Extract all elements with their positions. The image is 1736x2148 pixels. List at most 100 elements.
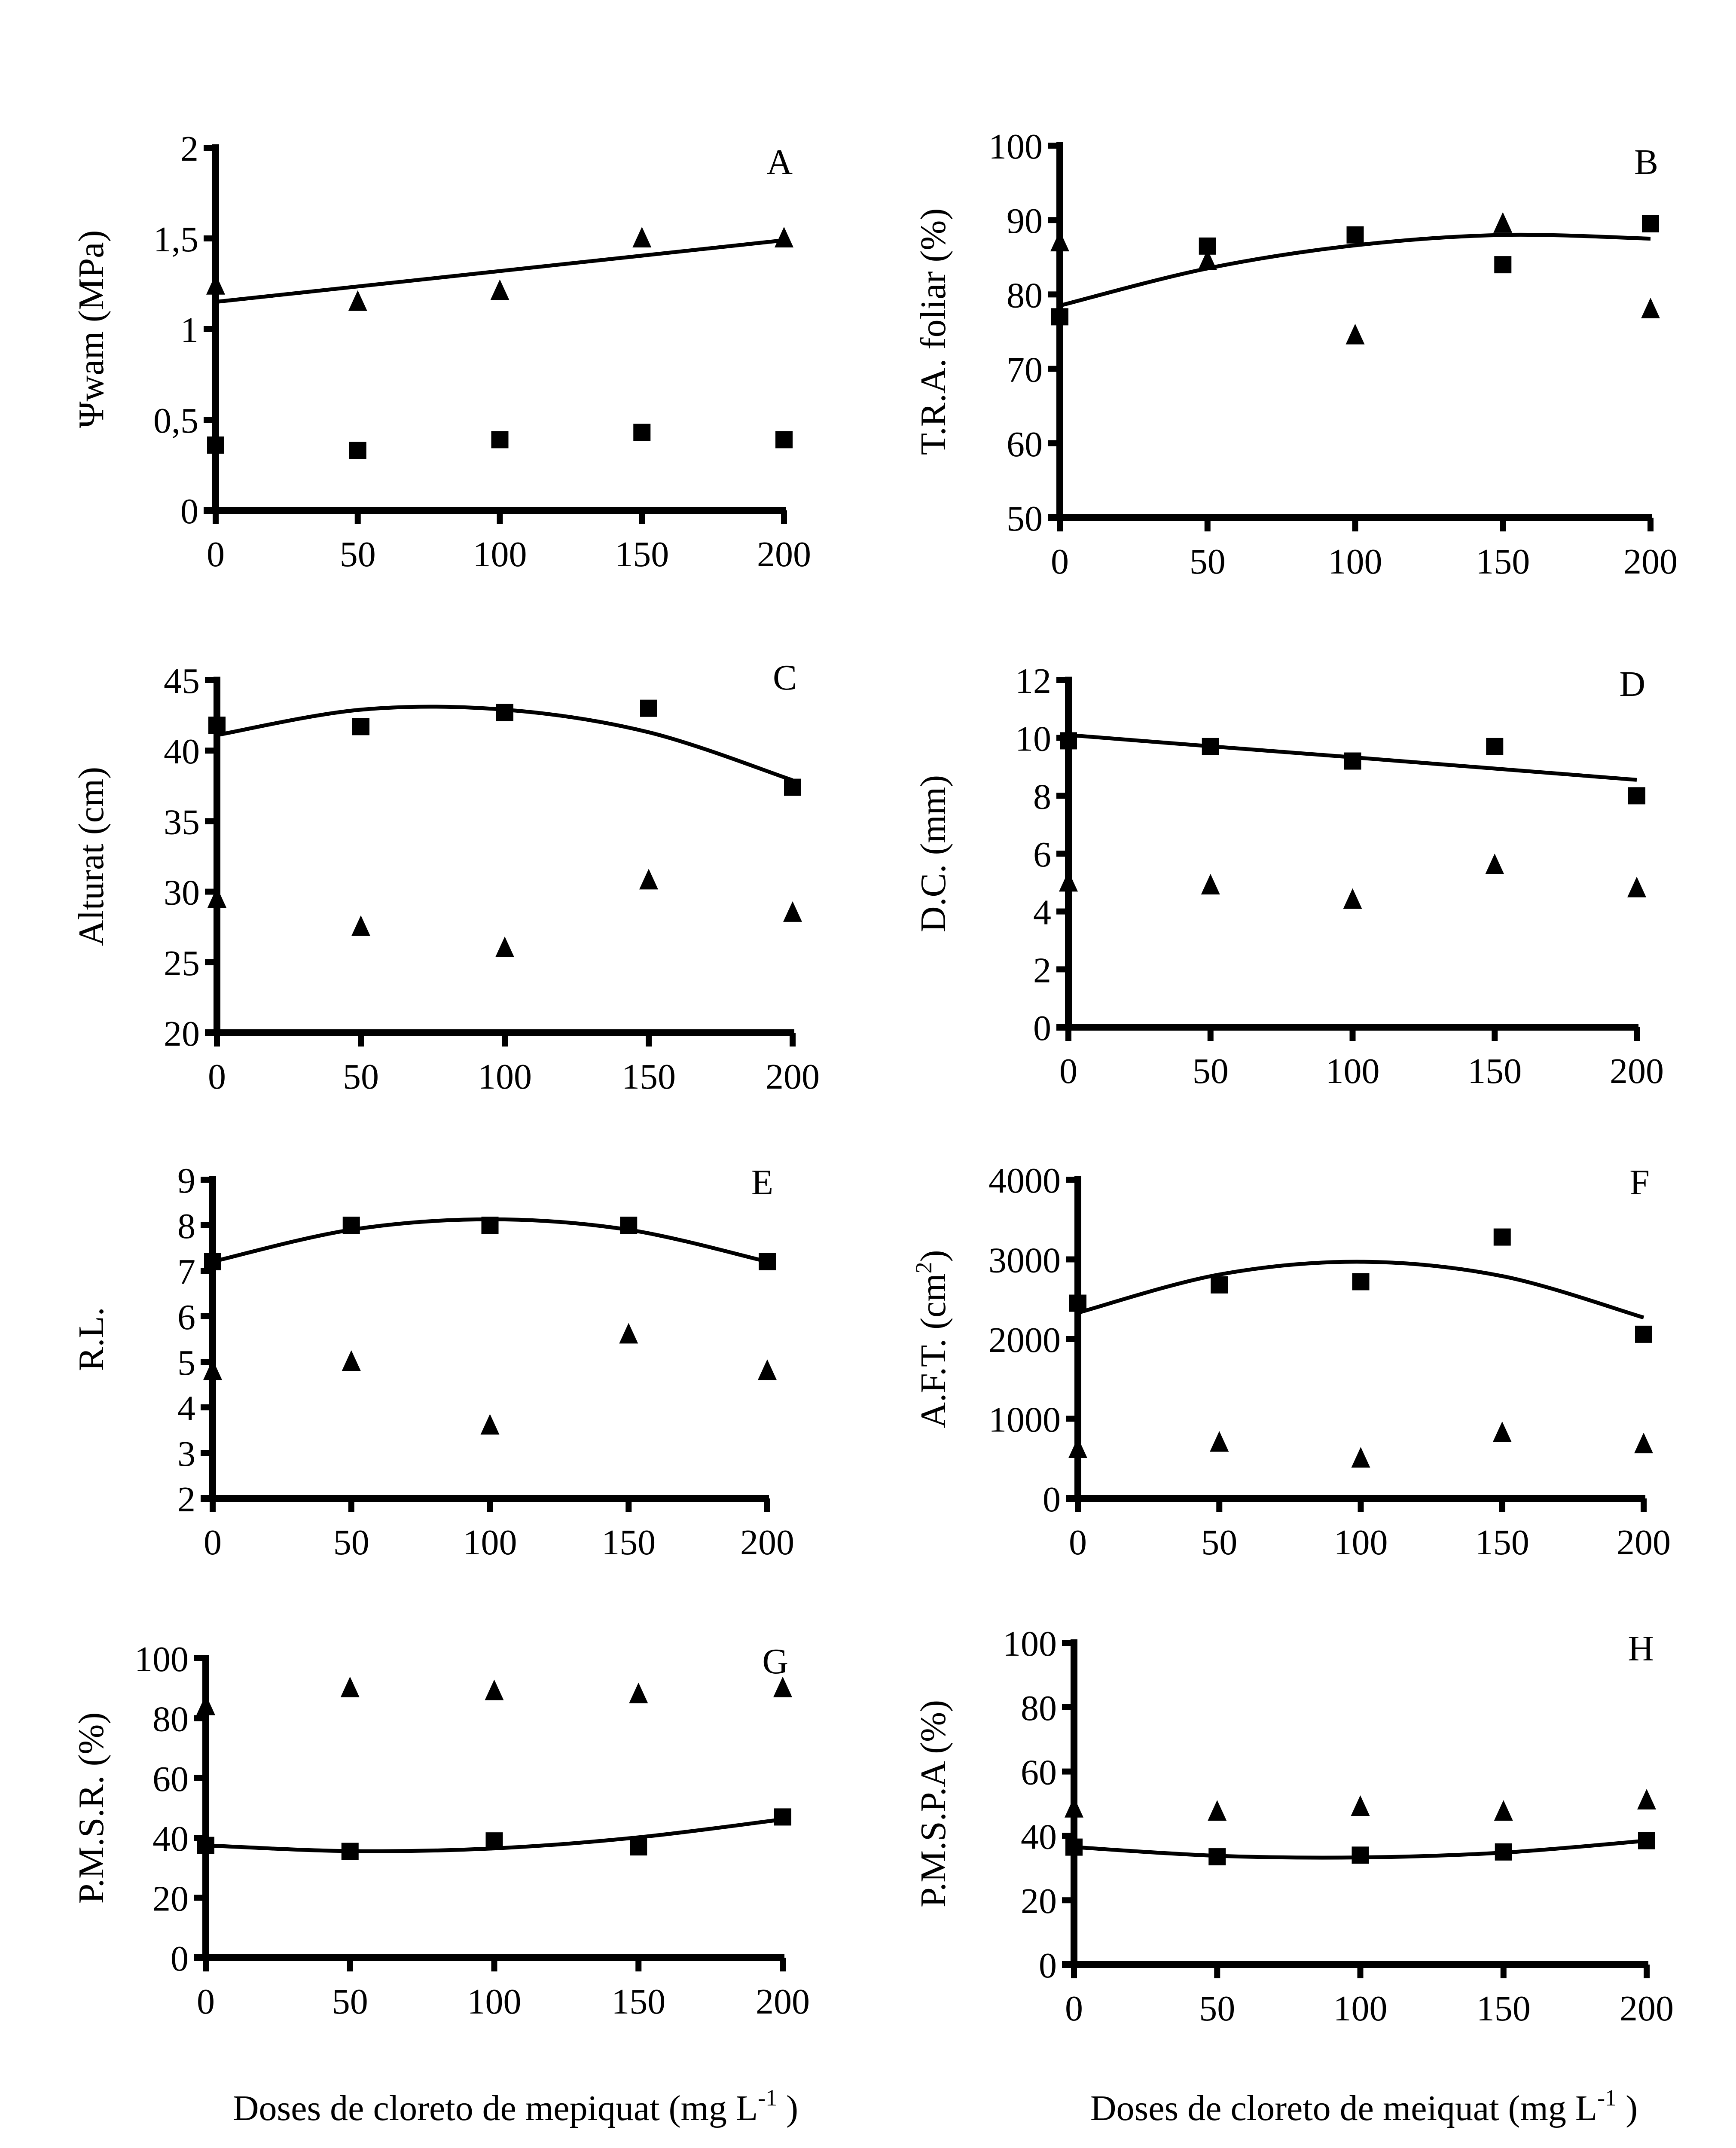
data-point-square — [640, 699, 657, 717]
x-tick-label: 100 — [473, 534, 527, 574]
x-tick-label: 50 — [333, 1523, 369, 1562]
data-point-square — [620, 1217, 638, 1234]
data-point-triangle — [1351, 1795, 1370, 1816]
data-point-triangle — [203, 1359, 222, 1380]
data-point-triangle — [1343, 888, 1362, 909]
data-point-triangle — [351, 915, 370, 936]
data-point-square — [1051, 308, 1068, 326]
y-axis-label: R.L. — [71, 1307, 111, 1371]
data-point-triangle — [1198, 249, 1217, 270]
x-axis-title-left: Doses de cloreto de mepiquat (mg L-1 ) — [233, 2085, 798, 2128]
data-point-square — [1344, 752, 1361, 770]
y-tick-label: 9 — [177, 1161, 195, 1201]
data-point-triangle — [342, 1350, 361, 1371]
y-tick-label: 3000 — [989, 1241, 1061, 1281]
series-triangle — [206, 227, 793, 311]
x-tick-label: 150 — [601, 1523, 656, 1562]
x-tick-label: 0 — [207, 534, 225, 574]
data-point-square — [1069, 1294, 1086, 1312]
data-point-triangle — [1059, 871, 1078, 892]
y-tick-label: 80 — [1007, 275, 1043, 315]
x-tick-label: 100 — [467, 1982, 522, 2022]
data-point-triangle — [348, 290, 367, 311]
series-triangle — [1068, 1421, 1653, 1468]
x-tick-label: 0 — [204, 1523, 222, 1562]
y-tick-label: 35 — [164, 802, 200, 842]
data-point-square — [1494, 256, 1512, 274]
y-tick-label: 20 — [164, 1014, 200, 1054]
x-axis-title-right-close: ) — [1617, 2088, 1638, 2128]
y-axis-label: P.M.S.P.A (%) — [913, 1700, 953, 1907]
x-tick-label: 200 — [757, 534, 811, 574]
x-axis-title-left-close: ) — [777, 2088, 798, 2128]
x-tick-label: 150 — [1475, 1523, 1529, 1562]
x-tick-label: 0 — [197, 1982, 215, 2022]
y-tick-label: 90 — [1007, 201, 1043, 241]
panel-letter: E — [751, 1162, 773, 1202]
x-tick-label: 50 — [1193, 1051, 1229, 1091]
data-point-triangle — [1201, 874, 1220, 895]
y-tick-label: 30 — [164, 873, 200, 913]
y-tick-label: 2 — [177, 1480, 195, 1519]
x-tick-label: 0 — [1051, 542, 1069, 582]
data-point-square — [491, 431, 509, 449]
x-tick-label: 200 — [1617, 1523, 1671, 1562]
data-point-square — [784, 778, 801, 796]
y-tick-label: 40 — [153, 1819, 189, 1859]
data-point-square — [1208, 1848, 1226, 1866]
y-axis-label: D.C. (mm) — [913, 775, 953, 932]
data-point-square — [1065, 1838, 1083, 1856]
data-point-square — [1352, 1273, 1370, 1291]
data-point-square — [342, 1217, 360, 1234]
y-tick-label: 1000 — [989, 1400, 1061, 1440]
y-tick-label: 100 — [1003, 1624, 1057, 1664]
x-tick-label: 150 — [1477, 1989, 1531, 2029]
data-point-triangle — [632, 227, 652, 247]
panel-letter: G — [762, 1642, 788, 1681]
data-point-triangle — [1493, 212, 1513, 233]
x-tick-label: 100 — [478, 1057, 532, 1097]
y-tick-label: 20 — [1021, 1881, 1057, 1921]
data-point-triangle — [480, 1414, 500, 1435]
data-point-square — [1202, 738, 1219, 755]
y-tick-label: 20 — [153, 1879, 189, 1919]
x-tick-label: 50 — [1199, 1989, 1235, 2029]
y-axis-label: Alturat (cm) — [71, 767, 111, 946]
y-tick-label: 8 — [1033, 777, 1051, 817]
y-tick-label: 4 — [177, 1388, 195, 1428]
data-point-triangle — [1634, 1432, 1653, 1453]
series-triangle — [207, 869, 802, 957]
data-point-square — [204, 1253, 221, 1270]
y-tick-label: 4 — [1033, 893, 1051, 933]
fit-curve-triangle — [215, 238, 784, 304]
x-tick-label: 150 — [611, 1982, 665, 2022]
series-square — [1069, 1228, 1652, 1343]
x-tick-label: 150 — [622, 1057, 676, 1097]
series-triangle — [1065, 1789, 1656, 1821]
data-point-triangle — [1050, 231, 1069, 252]
y-tick-label: 45 — [164, 661, 200, 701]
chart-panel-g: 0 20 40 60 80 100 0 50 100 150 200 G P.M.S.R. (%) — [71, 1639, 810, 2022]
x-tick-label: 100 — [1326, 1051, 1380, 1091]
x-tick-label: 50 — [340, 534, 376, 574]
data-point-triangle — [196, 1694, 215, 1715]
y-tick-label: 70 — [1007, 350, 1043, 390]
y-tick-label: 100 — [989, 127, 1043, 167]
data-point-square — [1211, 1276, 1228, 1294]
fit-curve-square — [1077, 1260, 1644, 1320]
data-point-square — [197, 1837, 214, 1854]
series-square — [1065, 1832, 1655, 1866]
data-point-square — [633, 424, 651, 441]
x-tick-label: 100 — [1328, 542, 1382, 582]
series-square — [1060, 732, 1645, 805]
data-point-square — [1346, 226, 1364, 244]
y-tick-label: 80 — [153, 1699, 189, 1739]
series-square — [1051, 215, 1659, 326]
x-tick-label: 200 — [740, 1523, 794, 1562]
data-point-triangle — [206, 274, 225, 295]
y-tick-label: 2 — [180, 129, 198, 169]
data-point-square — [630, 1838, 647, 1856]
